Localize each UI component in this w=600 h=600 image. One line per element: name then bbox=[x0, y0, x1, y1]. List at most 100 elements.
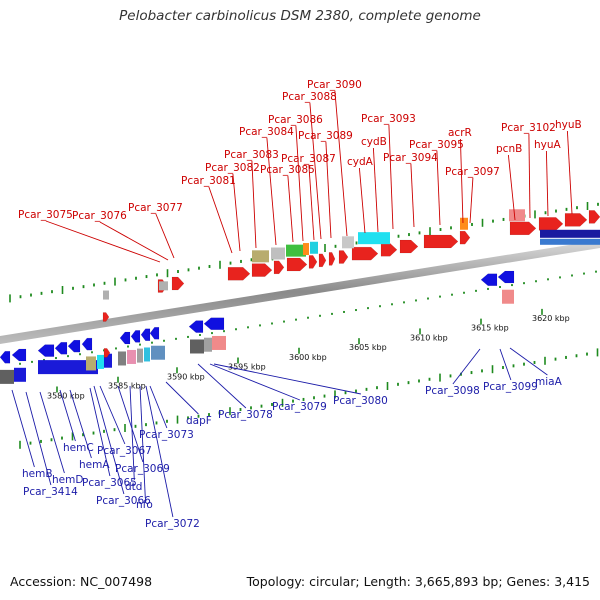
gene-forward-arrow bbox=[423, 234, 459, 249]
gene-forward-arrow bbox=[351, 246, 379, 261]
leader-line-bottom bbox=[452, 348, 481, 385]
gene-box-upper bbox=[103, 290, 109, 300]
gene-box-lower bbox=[502, 289, 514, 304]
gene-reverse-arrow bbox=[203, 317, 225, 331]
gene-box-upper bbox=[159, 281, 168, 291]
gene-box-lower bbox=[38, 360, 98, 375]
gene-box-lower bbox=[14, 367, 26, 382]
gene-box-lower bbox=[0, 369, 14, 384]
gene-forward-arrow bbox=[588, 210, 600, 224]
gene-box-lower bbox=[137, 348, 143, 363]
leader-line-bottom bbox=[129, 385, 135, 481]
leader-line-top bbox=[266, 137, 277, 246]
leader-line-top bbox=[309, 102, 322, 240]
gene-features bbox=[0, 209, 600, 384]
leader-line-top bbox=[566, 130, 573, 215]
gene-label-top: Pcar_3076 bbox=[72, 210, 127, 222]
leader-line-bottom bbox=[499, 348, 512, 381]
gene-box-lower bbox=[144, 347, 150, 362]
leader-line-top bbox=[528, 133, 531, 219]
scale-tick-label: 3585 kbp bbox=[108, 382, 146, 391]
leader-line-bottom bbox=[117, 385, 144, 463]
leader-line-bottom bbox=[145, 385, 174, 518]
gene-label-bottom: Pcar_3098 bbox=[425, 385, 480, 397]
gene-forward-arrow bbox=[102, 312, 110, 322]
leader-line-top bbox=[469, 177, 474, 224]
gene-forward-arrow bbox=[509, 221, 537, 236]
topology-text: Topology: circular; Length: 3,665,893 bp… bbox=[246, 574, 590, 589]
gene-reverse-arrow bbox=[119, 331, 131, 345]
gene-label-bottom: hemC bbox=[63, 442, 94, 454]
gene-box-upper bbox=[509, 209, 525, 222]
gene-forward-arrow bbox=[538, 217, 564, 231]
leader-line-top bbox=[251, 160, 257, 249]
gene-box-lower bbox=[118, 351, 126, 366]
genome-backbone bbox=[0, 240, 600, 344]
gene-box-upper bbox=[342, 236, 354, 249]
leader-line-bottom bbox=[89, 387, 111, 477]
gene-label-bottom: Pcar_3079 bbox=[272, 401, 327, 413]
gene-label-bottom: hemD bbox=[52, 474, 83, 486]
label-leader-lines bbox=[11, 90, 573, 518]
gene-forward-arrow bbox=[171, 276, 185, 291]
gene-reverse-arrow bbox=[149, 327, 160, 340]
gene-forward-arrow bbox=[338, 250, 349, 264]
gene-reverse-arrow bbox=[81, 337, 93, 351]
gene-forward-arrow bbox=[251, 263, 273, 277]
leader-line-top bbox=[436, 150, 441, 226]
gene-label-top: Pcar_3102 bbox=[501, 122, 556, 134]
gene-box-hyu bbox=[540, 238, 600, 245]
gene-label-top: Pcar_3090 bbox=[307, 79, 362, 91]
gene-reverse-arrow bbox=[0, 350, 11, 364]
gene-forward-arrow bbox=[328, 252, 336, 266]
gene-forward-arrow bbox=[308, 255, 318, 269]
leader-line-bottom bbox=[149, 385, 168, 429]
gene-label-bottom: Pcar_3067 bbox=[97, 445, 152, 457]
gene-forward-arrow bbox=[399, 239, 419, 254]
scale-tick-label: 3600 kbp bbox=[289, 353, 327, 362]
gene-label-top: Pcar_3094 bbox=[383, 152, 438, 164]
gene-label-bottom: Pcar_3080 bbox=[333, 395, 388, 407]
gene-label-top: Pcar_3075 bbox=[18, 209, 73, 221]
leader-line-bottom bbox=[39, 391, 65, 474]
gene-label-bottom: Pcar_3072 bbox=[145, 518, 200, 530]
gene-box-lower bbox=[190, 339, 204, 354]
gene-label-top: Pcar_3097 bbox=[445, 166, 500, 178]
gene-label-bottom: Pcar_3065 bbox=[82, 477, 137, 489]
leader-line-bottom bbox=[209, 363, 301, 401]
leader-line-top bbox=[372, 147, 379, 233]
gene-forward-arrow bbox=[380, 243, 398, 257]
leader-line-bottom bbox=[139, 385, 146, 499]
gene-box-hyu bbox=[540, 229, 600, 238]
gene-label-top: Pcar_3088 bbox=[282, 91, 337, 103]
gene-label-top: Pcar_3095 bbox=[409, 139, 464, 151]
scale-tick-label: 3620 kbp bbox=[532, 314, 570, 323]
gene-reverse-arrow bbox=[67, 339, 81, 353]
leader-line-top bbox=[388, 124, 394, 230]
map-title: Pelobacter carbinolicus DSM 2380, comple… bbox=[119, 8, 481, 24]
gene-label-top: hyuA bbox=[534, 139, 562, 151]
leader-line-top bbox=[358, 167, 366, 234]
leader-line-top bbox=[155, 213, 175, 259]
leader-line-top bbox=[325, 141, 332, 239]
gene-reverse-arrow bbox=[11, 348, 27, 362]
gene-label-top: Pcar_3084 bbox=[239, 126, 294, 138]
gene-box-upper bbox=[460, 217, 468, 230]
gene-label-bottom: miaA bbox=[535, 376, 563, 388]
gene-label-top: Pcar_3082 bbox=[205, 162, 260, 174]
scale-tick-label: 3605 kbp bbox=[349, 343, 387, 352]
gene-label-bottom: Pcar_3069 bbox=[115, 463, 170, 475]
scale-tick-label: 3590 kbp bbox=[167, 372, 205, 381]
gene-box-upper bbox=[310, 241, 318, 254]
gene-label-bottom: dtd bbox=[125, 481, 142, 493]
tick-marks: 3580 kbp 3585 kbp 3590 kbp 3595 kbp 3600 kbp… bbox=[9, 202, 599, 449]
gene-box-lower bbox=[104, 353, 112, 368]
gene-label-bottom: Pcar_3073 bbox=[139, 429, 194, 441]
gene-forward-arrow bbox=[564, 213, 588, 227]
gene-label-top: acrR bbox=[448, 127, 472, 139]
gene-forward-arrow bbox=[103, 348, 111, 358]
gene-forward-arrow bbox=[273, 260, 285, 275]
scale-tick-label: 3580 kbp bbox=[47, 391, 85, 400]
leader-line-top bbox=[545, 150, 549, 217]
